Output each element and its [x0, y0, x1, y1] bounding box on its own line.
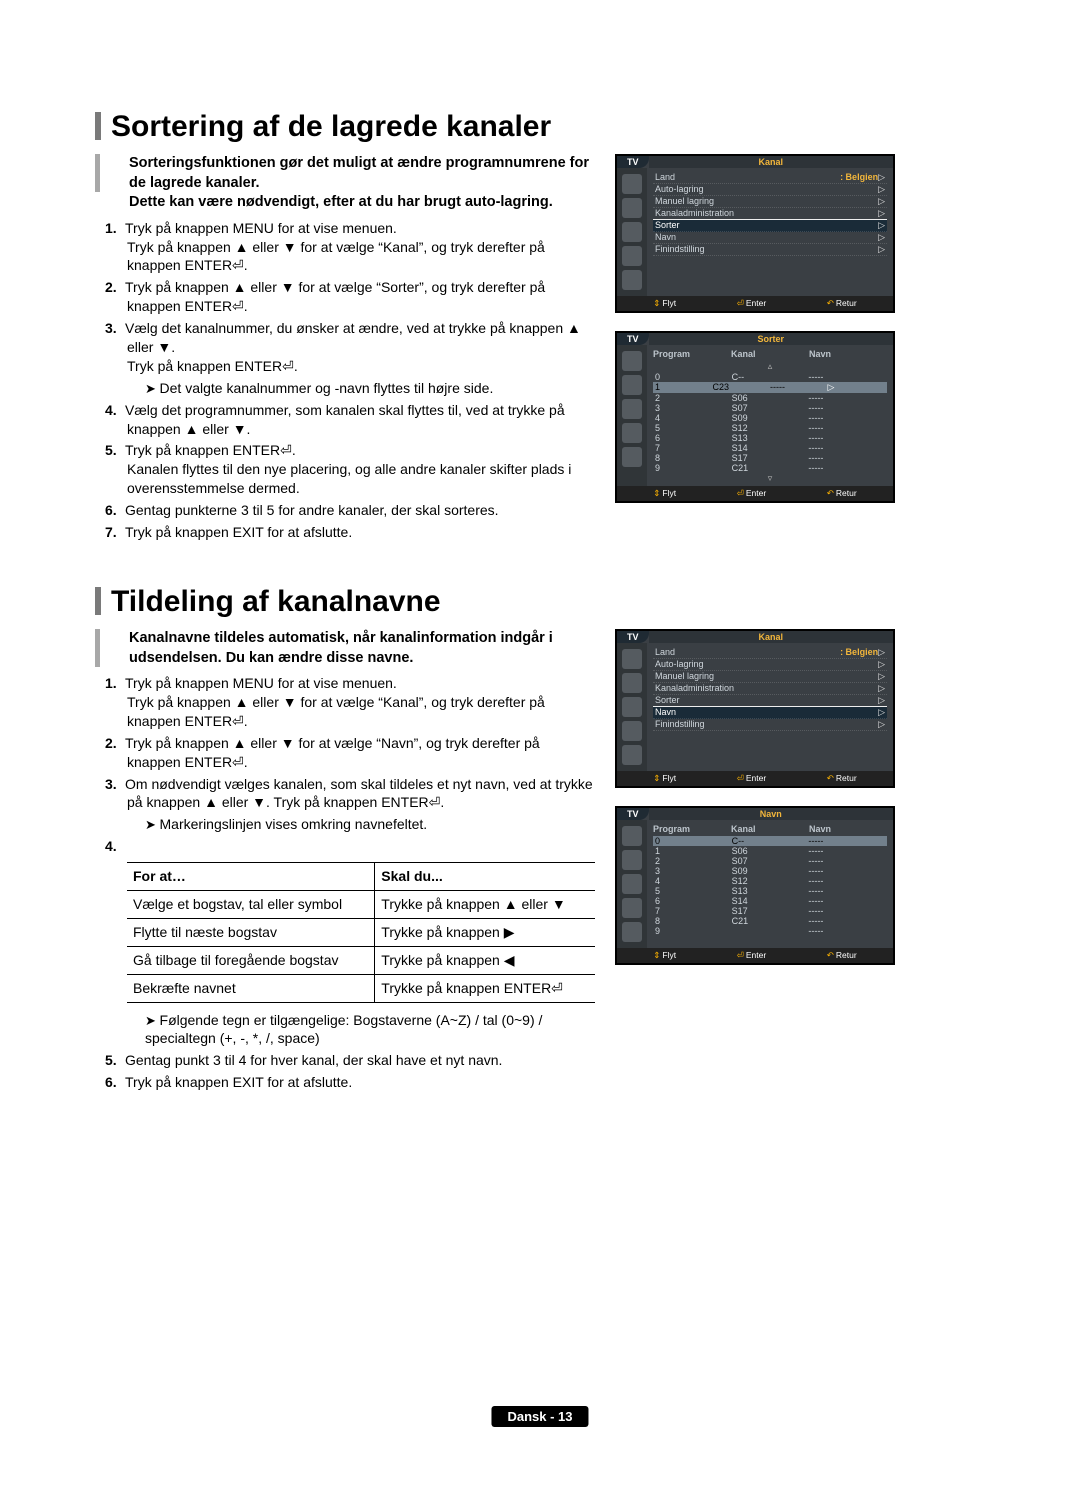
step: 5.Tryk på knappen ENTER⏎. Kanalen flytte… — [127, 441, 595, 498]
step: 4.Vælg det programnummer, som kanalen sk… — [127, 401, 595, 439]
note: Følgende tegn er tilgængelige: Bogstaver… — [145, 1011, 595, 1049]
heading-name: Tildeling af kanalnavne — [95, 585, 985, 619]
step: 2.Tryk på knappen ▲ eller ▼ for at vælge… — [127, 278, 595, 316]
step: 2.Tryk på knappen ▲ eller ▼ for at vælge… — [127, 734, 595, 772]
osd-navn-list: TVNavn ProgramKanalNavn 0C------- 1S06--… — [615, 806, 895, 965]
osd-kanal-menu-navn: TVKanal Land: Belgien▷ Auto-lagring▷ Man… — [615, 629, 895, 788]
action-table: For at…Skal du... Vælge et bogstav, tal … — [127, 862, 595, 1002]
step: 6.Tryk på knappen EXIT for at afslutte. — [127, 1073, 595, 1092]
step: 4. For at…Skal du... Vælge et bogstav, t… — [127, 837, 595, 1048]
step: 1.Tryk på knappen MENU for at vise menue… — [127, 219, 595, 276]
step: 6.Gentag punkterne 3 til 5 for andre kan… — [127, 501, 595, 520]
step: 7.Tryk på knappen EXIT for at afslutte. — [127, 523, 595, 542]
intro-name: Kanalnavne tildeles automatisk, når kana… — [129, 629, 595, 668]
note: Markeringslinjen vises omkring navnefelt… — [145, 815, 595, 834]
step: 3.Vælg det kanalnummer, du ønsker at ænd… — [127, 319, 595, 398]
osd-sorter-list: TVSorter ProgramKanalNavn ▵ 0C------- 1C… — [615, 331, 895, 503]
step: 5.Gentag punkt 3 til 4 for hver kanal, d… — [127, 1051, 595, 1070]
note: Det valgte kanalnummer og -navn flyttes … — [145, 379, 595, 398]
page-footer: Dansk - 13 — [491, 1408, 588, 1426]
intro-sort: Sorteringsfunktionen gør det muligt at æ… — [129, 154, 595, 213]
heading-sort: Sortering af de lagrede kanaler — [95, 110, 985, 144]
step: 3.Om nødvendigt vælges kanalen, som skal… — [127, 775, 595, 835]
step: 1.Tryk på knappen MENU for at vise menue… — [127, 674, 595, 731]
osd-kanal-menu: TVKanal Land: Belgien▷ Auto-lagring▷ Man… — [615, 154, 895, 313]
